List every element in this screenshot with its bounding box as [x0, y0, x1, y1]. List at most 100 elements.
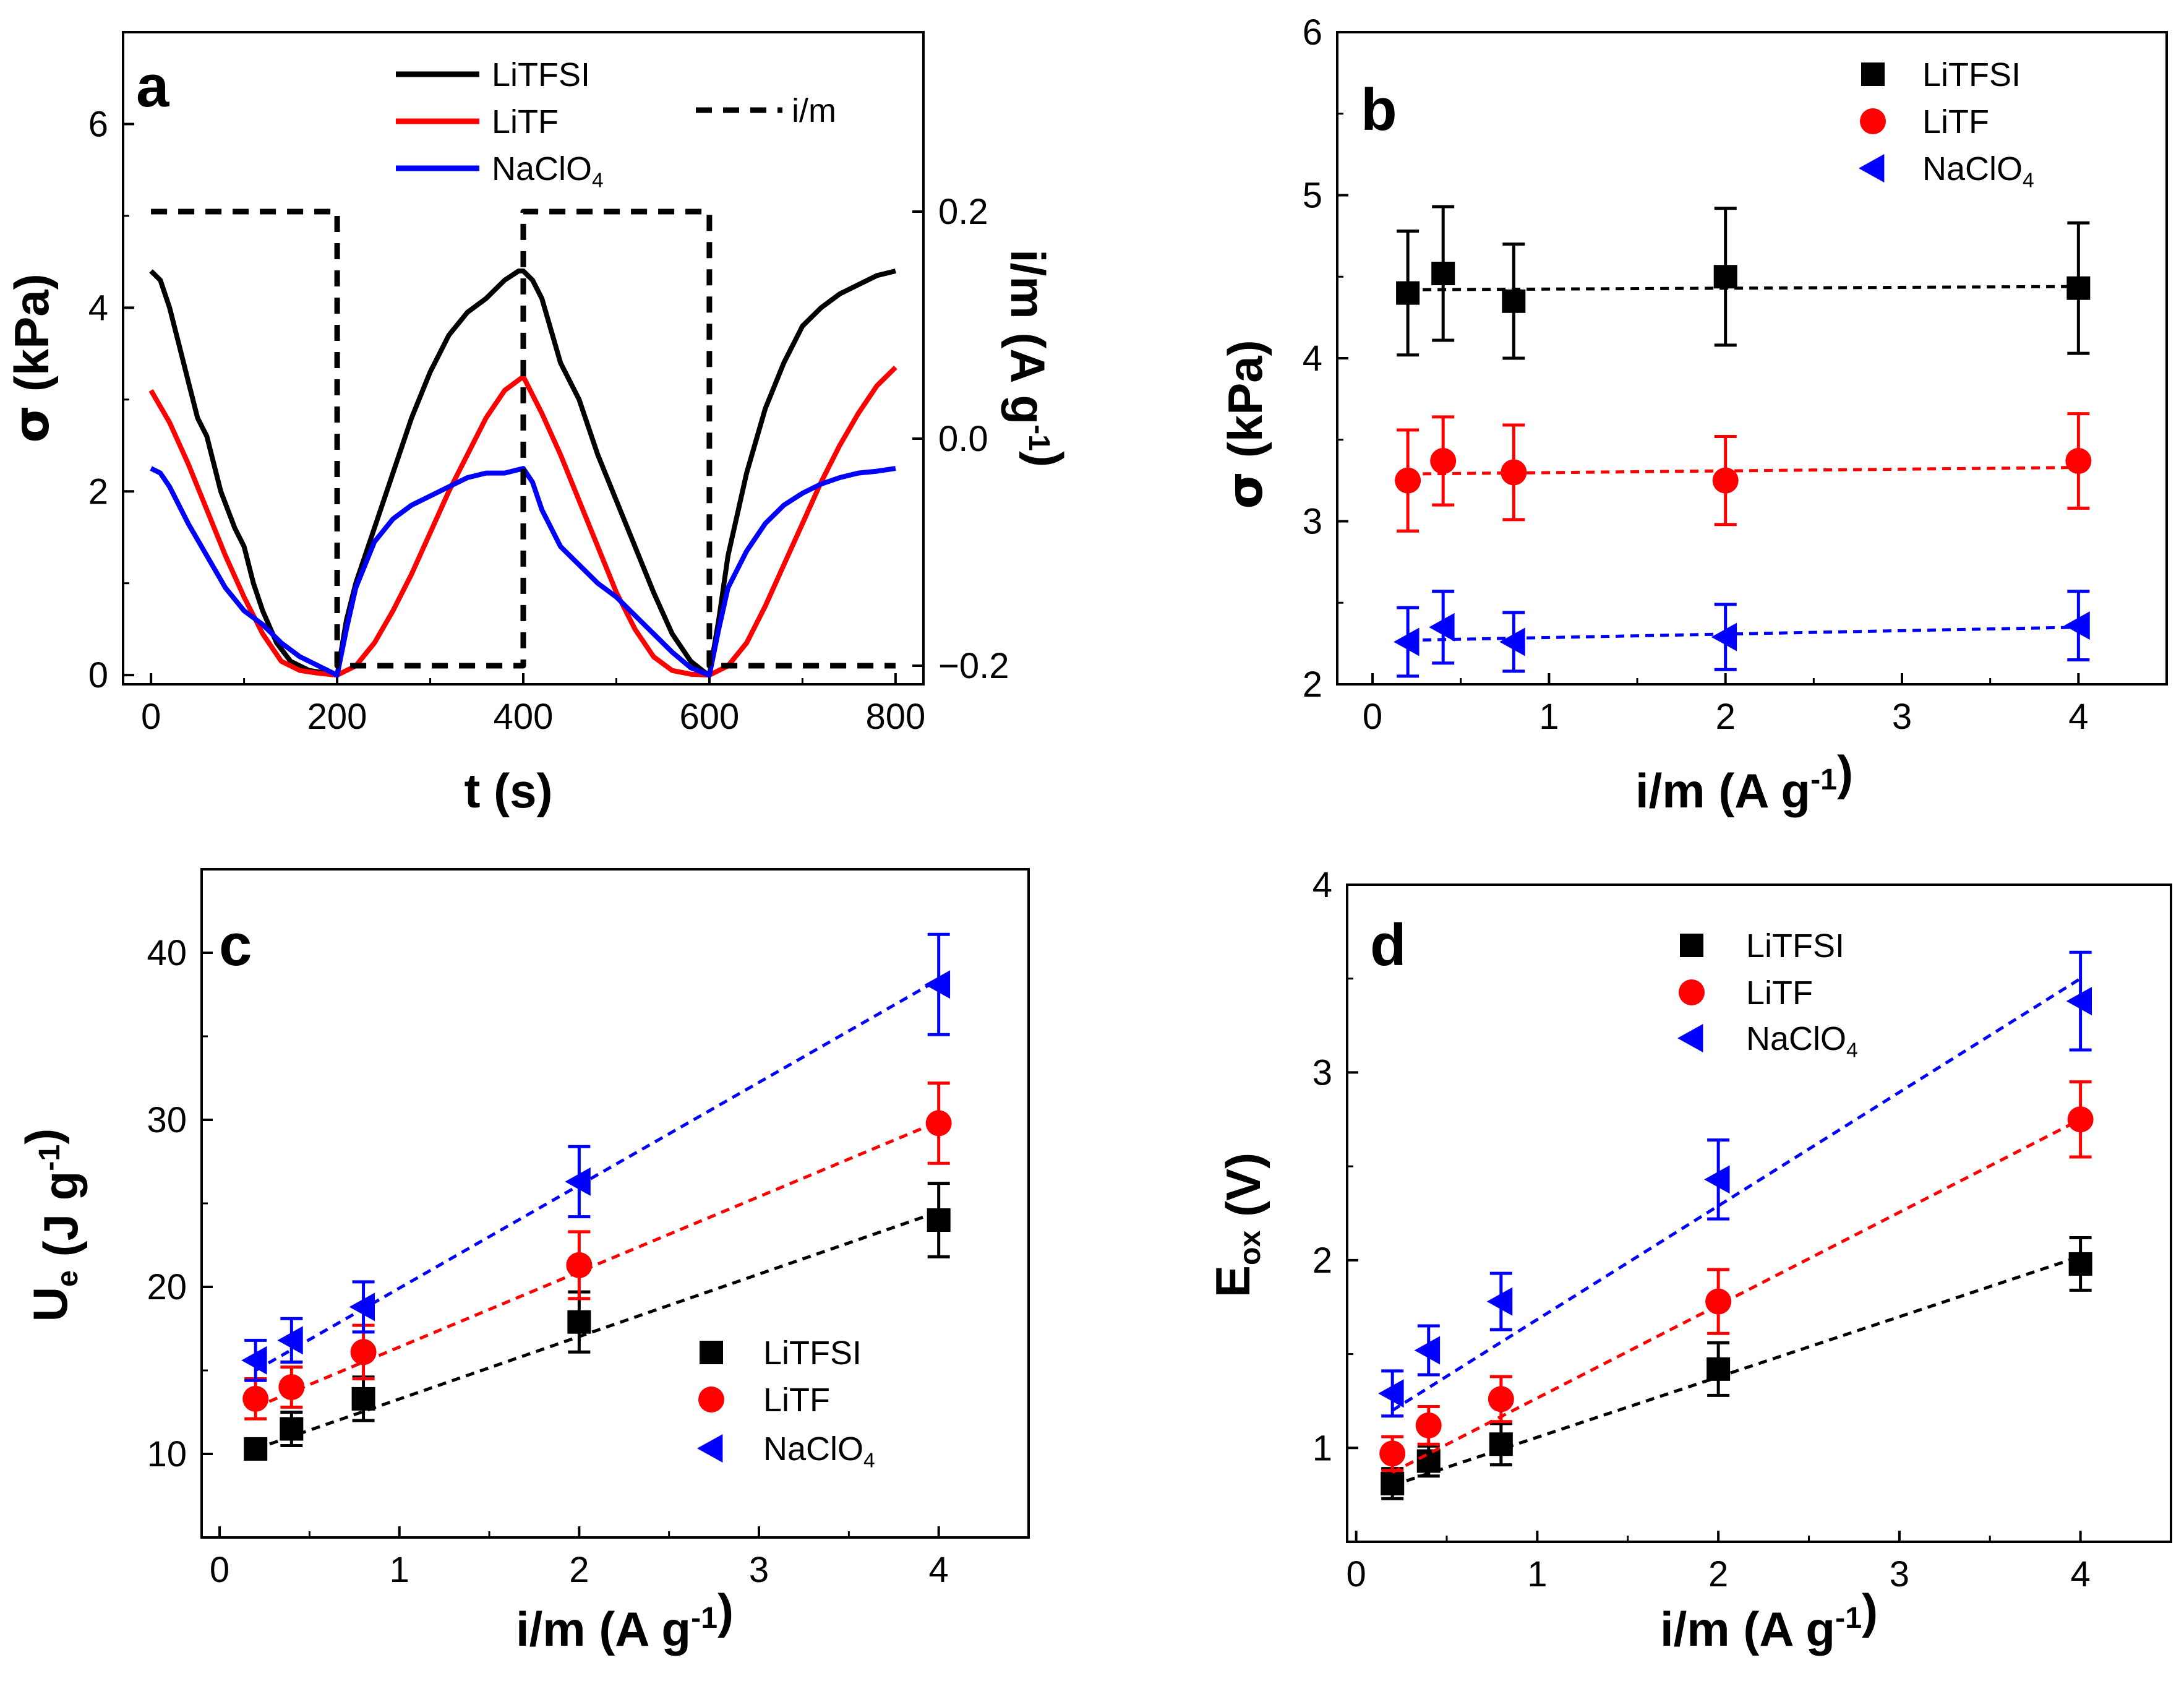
- y-tick-label: 4: [1313, 865, 1332, 905]
- y-tick-label: 30: [147, 1100, 187, 1140]
- legend-label: i/m: [792, 92, 836, 129]
- panel-label: b: [1361, 77, 1397, 143]
- data-point-naclo4: [1414, 1336, 1441, 1365]
- data-point-litfsi: [2066, 276, 2091, 300]
- y-tick-label: 2: [88, 471, 108, 512]
- y-tick-label: 6: [1303, 12, 1322, 53]
- data-point-naclo4: [565, 1167, 591, 1196]
- x-tick-label: 1: [390, 1550, 409, 1590]
- data-point-litf: [350, 1339, 377, 1365]
- y-tick-label: 1: [1313, 1428, 1332, 1468]
- y-tick-label: 5: [1303, 176, 1322, 216]
- data-point-litfsi: [1431, 261, 1455, 285]
- y-tick-label: 3: [1313, 1052, 1332, 1093]
- y-axis-title: Eox (V): [1205, 1153, 1270, 1297]
- data-point-naclo4: [1429, 613, 1455, 642]
- data-point-naclo4: [1486, 1287, 1513, 1316]
- x-axis-title: i/m (A g-1): [1660, 1584, 1878, 1656]
- data-point-naclo4: [1378, 1379, 1404, 1408]
- panel-label: d: [1370, 912, 1407, 978]
- data-point-naclo4: [924, 970, 951, 999]
- legend-marker: [700, 1341, 723, 1364]
- panel-a: 0 200 400 600 800 0 2 4 6 −0.2 0.0 0.2 t (s) σ (kPa) i…: [4, 31, 1073, 818]
- legend-marker: [1861, 62, 1885, 86]
- data-point-naclo4: [1499, 627, 1525, 656]
- data-point-litf: [1415, 1412, 1442, 1438]
- data-point-litf: [1712, 467, 1739, 494]
- x-tick-label: 1: [1539, 697, 1559, 737]
- series-line-im: [151, 209, 896, 669]
- x-tick-label: 0: [210, 1550, 229, 1590]
- x-tick-label: 3: [1890, 1554, 1909, 1594]
- x-tick-label: 0: [141, 697, 161, 737]
- x-tick-label: 2: [1708, 1554, 1728, 1594]
- y-tick-label: 4: [88, 288, 108, 328]
- data-point-litfsi: [1707, 1357, 1731, 1381]
- x-tick-label: 200: [307, 697, 367, 737]
- x-tick-label: 4: [929, 1550, 949, 1590]
- x-tick-label: 3: [1892, 697, 1912, 737]
- data-point-litf: [1395, 467, 1421, 494]
- y2-tick-label: 0.2: [938, 192, 988, 232]
- fit-line-naclo4: [1391, 977, 2081, 1412]
- x-tick-label: 1: [1527, 1554, 1547, 1594]
- x-tick-label: 600: [680, 697, 740, 737]
- data-point-litfsi: [2068, 1252, 2092, 1276]
- legend-label: NaClO4: [763, 1430, 875, 1472]
- data-point-litf: [1501, 459, 1527, 486]
- data-point-litfsi: [927, 1208, 951, 1232]
- legend-label: LiTFSI: [1922, 56, 2021, 93]
- fit-line-litfsi: [1408, 285, 2079, 291]
- data-point-litfsi: [1489, 1432, 1513, 1456]
- fit-line-litfsi: [255, 1210, 940, 1451]
- x-tick-label: 2: [1716, 697, 1736, 737]
- y-tick-label: 3: [1303, 502, 1322, 542]
- y-axis-title: Ue (J g-1): [15, 1129, 88, 1322]
- data-point-litfsi: [1416, 1449, 1441, 1473]
- legend-label: LiTF: [492, 103, 559, 140]
- y-tick-label: 2: [1313, 1240, 1332, 1281]
- fit-line-naclo4: [254, 978, 940, 1372]
- legend-label: LiTFSI: [1746, 927, 1844, 965]
- x-tick-label: 400: [494, 697, 554, 737]
- x-tick-label: 0: [1347, 1554, 1366, 1594]
- data-point-naclo4: [1704, 1165, 1730, 1194]
- y-tick-label: 0: [88, 655, 108, 695]
- y-axis-title: σ (kPa): [1218, 340, 1274, 509]
- data-point-litfsi: [1713, 265, 1737, 289]
- x-tick-label: 800: [865, 697, 925, 737]
- series-line-naclo4: [150, 466, 896, 678]
- data-point-litf: [1379, 1440, 1406, 1467]
- data-point-litfsi: [351, 1387, 375, 1411]
- data-point-litf: [925, 1110, 952, 1137]
- panel-label: a: [136, 53, 169, 119]
- legend-marker: [697, 1434, 723, 1463]
- data-point-naclo4: [1711, 622, 1737, 651]
- panel-c: 0 1 2 3 4 10 20 30 40 i/m (A g-1) Ue (J g-1) c LiTFS…: [15, 868, 1030, 1656]
- data-point-litf: [2065, 448, 2092, 475]
- legend-label: LiTFSI: [492, 56, 590, 93]
- legend-marker: [1677, 1024, 1703, 1052]
- y-tick-label: 2: [1303, 664, 1322, 705]
- plot-frame: [200, 868, 1030, 1539]
- x-tick-label: 4: [2068, 697, 2088, 737]
- legend-marker: [1679, 979, 1705, 1005]
- y-tick-label: 6: [88, 104, 108, 144]
- y-tick-label: 4: [1303, 338, 1322, 379]
- data-point-litf: [1430, 448, 1457, 475]
- fit-line-litf: [1392, 1118, 2081, 1474]
- legend-label: NaClO4: [1922, 150, 2034, 192]
- data-point-litf: [1705, 1288, 1732, 1315]
- y-tick-label: 20: [147, 1267, 187, 1307]
- data-point-litfsi: [280, 1417, 304, 1441]
- x-tick-label: 3: [749, 1550, 769, 1590]
- plot-frame: [1346, 883, 2172, 1543]
- panel-b: 0 1 2 3 4 2 3 4 5 6 i/m (A g-1) σ (kPa) b LiTFSI LiTF N…: [1218, 12, 2168, 818]
- legend-marker: [698, 1387, 724, 1412]
- legend-marker: [1860, 108, 1886, 134]
- data-point-litfsi: [1502, 289, 1526, 313]
- series-line-litf: [148, 365, 897, 678]
- series-line-litfsi: [149, 269, 896, 678]
- plot-frame: [1336, 31, 2168, 686]
- y-tick-label: 10: [147, 1434, 187, 1474]
